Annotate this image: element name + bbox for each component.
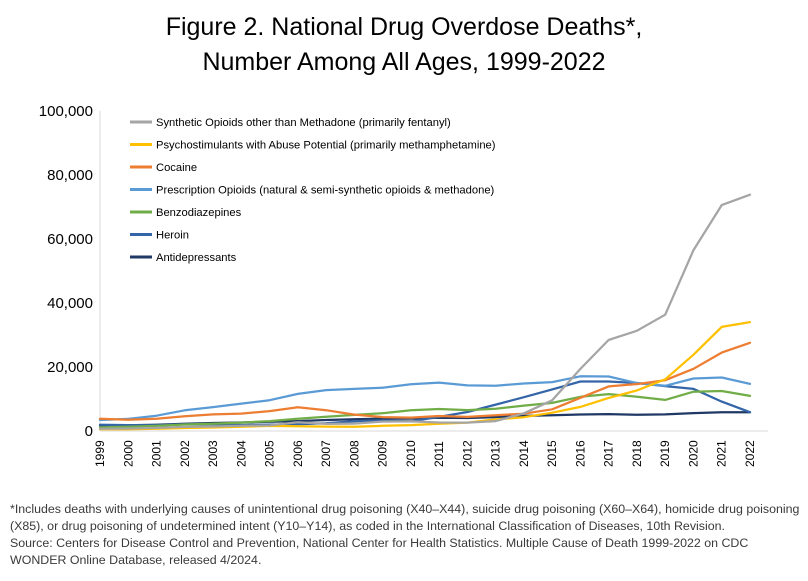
y-axis-tick-label: 100,000 — [39, 103, 93, 120]
x-axis-tick-label: 2021 — [715, 440, 729, 467]
page-title: Figure 2. National Drug Overdose Deaths*… — [0, 10, 808, 80]
legend-label-psychostimulants: Psychostimulants with Abuse Potential (p… — [156, 140, 496, 152]
x-axis-tick-label: 2010 — [404, 440, 418, 467]
series-line-synthetic-opioids — [98, 193, 752, 430]
series-line-benzodiazepines — [98, 389, 752, 429]
legend-label-synthetic-opioids: Synthetic Opioids other than Methadone (… — [156, 117, 451, 129]
x-axis-tick-label: 2005 — [263, 440, 277, 467]
y-axis-tick-label: 20,000 — [47, 359, 93, 376]
x-axis-tick-label: 2001 — [150, 440, 164, 467]
x-axis-tick-label: 2016 — [573, 440, 587, 467]
x-axis-tick-label: 2012 — [460, 440, 474, 467]
overdose-deaths-line-chart: 0 20,000 40,000 60,000 80,000 100,000 1999 2000… — [39, 103, 768, 467]
x-axis-tick-label: 2004 — [234, 440, 248, 467]
footnote-source: Source: Centers for Disease Control and … — [10, 536, 749, 567]
legend-label-antidepressants: Antidepressants — [156, 252, 237, 264]
title-line-1: Figure 2. National Drug Overdose Deaths*… — [165, 13, 643, 41]
x-axis-tick-label: 2000 — [121, 440, 135, 467]
x-axis-tick-label: 2019 — [658, 440, 672, 467]
legend-label-heroin: Heroin — [156, 230, 189, 242]
footnote: *Includes deaths with underlying causes … — [10, 501, 800, 569]
series-line-heroin — [98, 380, 752, 427]
title-line-2: Number Among All Ages, 1999-2022 — [202, 48, 606, 76]
y-axis-tick-label: 60,000 — [47, 231, 93, 248]
x-axis-tick-label: 2014 — [517, 440, 531, 467]
x-axis-tick-label: 2018 — [630, 440, 644, 467]
x-axis-tick-label: 2008 — [347, 440, 361, 467]
x-axis-tick-label: 2022 — [743, 440, 757, 467]
series-line-psychostimulants — [98, 320, 752, 431]
legend: Synthetic Opioids other than Methadone (… — [130, 117, 496, 264]
x-axis-tick-label: 2007 — [319, 440, 333, 467]
x-axis-tick-label: 2003 — [206, 440, 220, 467]
x-axis-tick-label: 2013 — [489, 440, 503, 467]
x-axis-tick-label: 2006 — [291, 440, 305, 467]
x-axis-tick-label: 2009 — [376, 440, 390, 467]
legend-label-benzodiazepines: Benzodiazepines — [156, 207, 242, 219]
y-axis-tick-label: 80,000 — [47, 167, 93, 184]
footnote-definition: *Includes deaths with underlying causes … — [10, 502, 800, 533]
x-axis-tick-label: 2017 — [602, 440, 616, 467]
legend-label-prescription-opioids: Prescription Opioids (natural & semi-syn… — [156, 185, 495, 197]
x-axis-tick-label: 2015 — [545, 440, 559, 467]
series-line-cocaine — [98, 341, 752, 421]
y-axis-tick-label: 40,000 — [47, 295, 93, 312]
x-axis-tick-label: 1999 — [93, 440, 107, 467]
legend-label-cocaine: Cocaine — [156, 162, 197, 174]
x-axis-tick-label: 2002 — [178, 440, 192, 467]
x-axis-tick-label: 2011 — [432, 441, 446, 467]
x-axis-tick-label: 2020 — [686, 440, 700, 467]
y-axis-tick-label: 0 — [85, 423, 93, 440]
chart-container: 0 20,000 40,000 60,000 80,000 100,000 1999 2000… — [0, 95, 808, 485]
